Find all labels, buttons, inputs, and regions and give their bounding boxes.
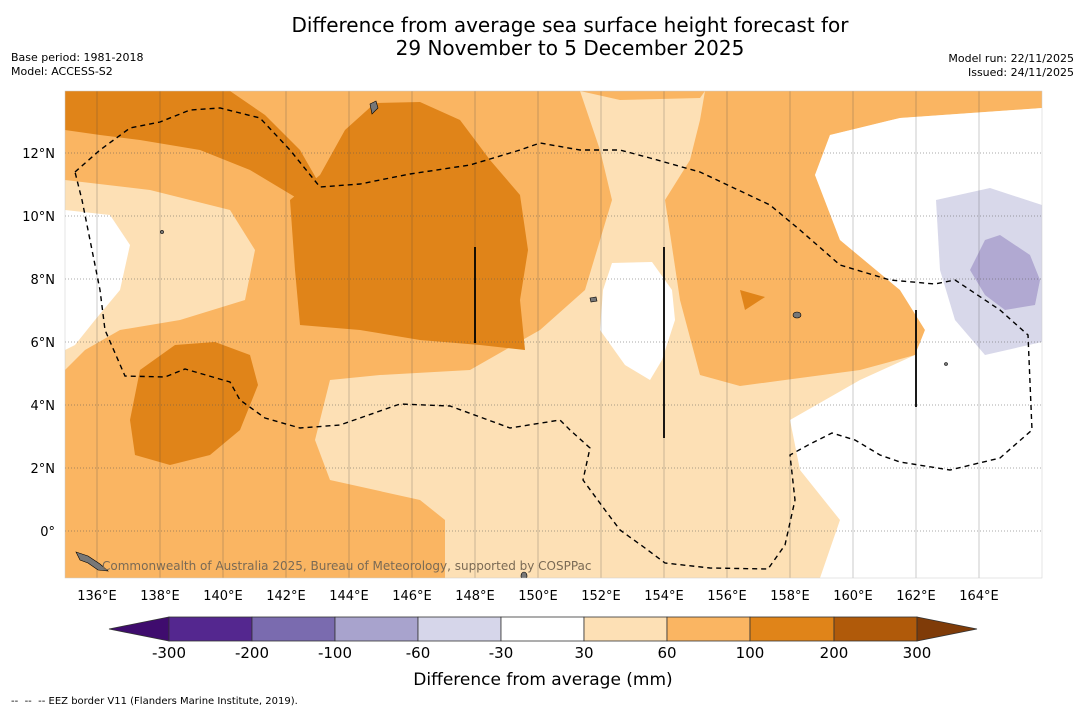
lon-tick-136e: 136°E — [77, 589, 117, 604]
colorbar-swatch-5 — [500, 616, 585, 642]
colorbar — [108, 616, 978, 642]
plot-frame — [64, 90, 1043, 579]
lon-axis-labels: 136°E 138°E 140°E 142°E 144°E 146°E 148°… — [77, 589, 999, 604]
meta-right: Model run: 22/11/2025 Issued: 24/11/2025 — [948, 52, 1074, 80]
lat-tick-12n: 12°N — [22, 147, 55, 162]
colorbar-label: -100 — [318, 644, 352, 662]
lon-tick-146e: 146°E — [392, 589, 432, 604]
colorbar-swatch-9 — [833, 616, 918, 642]
colorbar-swatch-2 — [251, 616, 336, 642]
lon-tick-160e: 160°E — [833, 589, 873, 604]
colorbar-label: 60 — [657, 644, 676, 662]
colorbar-swatch-4 — [417, 616, 502, 642]
lat-tick-6n: 6°N — [31, 336, 56, 351]
contour-pos-100-200-small — [740, 290, 765, 310]
colorbar-title: Difference from average (mm) — [413, 670, 672, 690]
map-title: Difference from average sea surface heig… — [0, 14, 1085, 60]
meta-left: Base period: 1981-2018 Model: ACCESS-S2 — [11, 51, 143, 79]
colorbar-swatch-below-min — [108, 616, 170, 642]
contour-neutral-central — [600, 262, 675, 380]
contour-pos-100-200-central — [290, 102, 528, 350]
title-line-2: 29 November to 5 December 2025 — [395, 36, 745, 60]
contour-neg-60-100 — [970, 235, 1040, 310]
lon-tick-138e: 138°E — [140, 589, 180, 604]
contour-pos-60-100-east — [665, 91, 1042, 386]
eez-border — [74, 107, 1033, 570]
lat-gridlines — [65, 152, 1042, 532]
lon-tick-144e: 144°E — [329, 589, 369, 604]
model-name: Model: ACCESS-S2 — [11, 65, 113, 78]
contour-pos-100-200-southwest — [130, 342, 258, 465]
lon-tick-150e: 150°E — [518, 589, 558, 604]
model-run: Model run: 22/11/2025 — [948, 52, 1074, 65]
colorbar-swatch-8 — [749, 616, 835, 642]
map-plot-area: Commonwealth of Australia 2025, Bureau o… — [65, 91, 1042, 578]
lon-tick-148e: 148°E — [455, 589, 495, 604]
base-period: Base period: 1981-2018 — [11, 51, 144, 64]
lon-tick-158e: 158°E — [770, 589, 810, 604]
lat-tick-8n: 8°N — [31, 273, 56, 288]
colorbar-swatch-above-max — [916, 616, 978, 642]
lat-tick-4n: 4°N — [31, 399, 56, 414]
colorbar-label: -300 — [152, 644, 186, 662]
colorbar-label: 300 — [903, 644, 932, 662]
lon-tick-140e: 140°E — [203, 589, 243, 604]
title-line-1: Difference from average sea surface heig… — [291, 13, 849, 37]
colorbar-labels: -300 -200 -100 -60 -30 30 60 100 200 300 — [152, 644, 931, 662]
copyright-notice: Commonwealth of Australia 2025, Bureau o… — [102, 559, 592, 573]
lat-axis-labels: 12°N 10°N 8°N 6°N 4°N 2°N 0° — [22, 147, 55, 540]
colorbar-label: -60 — [406, 644, 431, 662]
contour-pos-100-200-nw — [65, 91, 320, 200]
colorbar-label: -200 — [235, 644, 269, 662]
lon-gridlines — [96, 91, 980, 578]
colorbar-label: -30 — [489, 644, 514, 662]
colorbar-label: 100 — [736, 644, 765, 662]
islands — [75, 100, 948, 578]
colorbar-swatch-6 — [583, 616, 668, 642]
eez-solid-segments — [474, 247, 917, 438]
eez-footnote: -- -- -- EEZ border V11 (Flanders Marine… — [11, 696, 298, 707]
colorbar-swatch-1 — [168, 616, 253, 642]
issued-date: Issued: 24/11/2025 — [967, 66, 1074, 79]
lon-tick-154e: 154°E — [644, 589, 684, 604]
lat-tick-2n: 2°N — [31, 462, 56, 477]
colorbar-label: 30 — [574, 644, 593, 662]
lon-tick-152e: 152°E — [581, 589, 621, 604]
contour-pos-60-100-north — [580, 91, 705, 100]
colorbar-label: 200 — [820, 644, 849, 662]
colorbar-swatch-7 — [666, 616, 751, 642]
lon-tick-164e: 164°E — [959, 589, 999, 604]
lon-tick-162e: 162°E — [896, 589, 936, 604]
colorbar-swatch-3 — [334, 616, 419, 642]
lat-tick-0: 0° — [40, 525, 55, 540]
lat-tick-10n: 10°N — [22, 210, 55, 225]
lon-tick-142e: 142°E — [266, 589, 306, 604]
lon-tick-156e: 156°E — [707, 589, 747, 604]
